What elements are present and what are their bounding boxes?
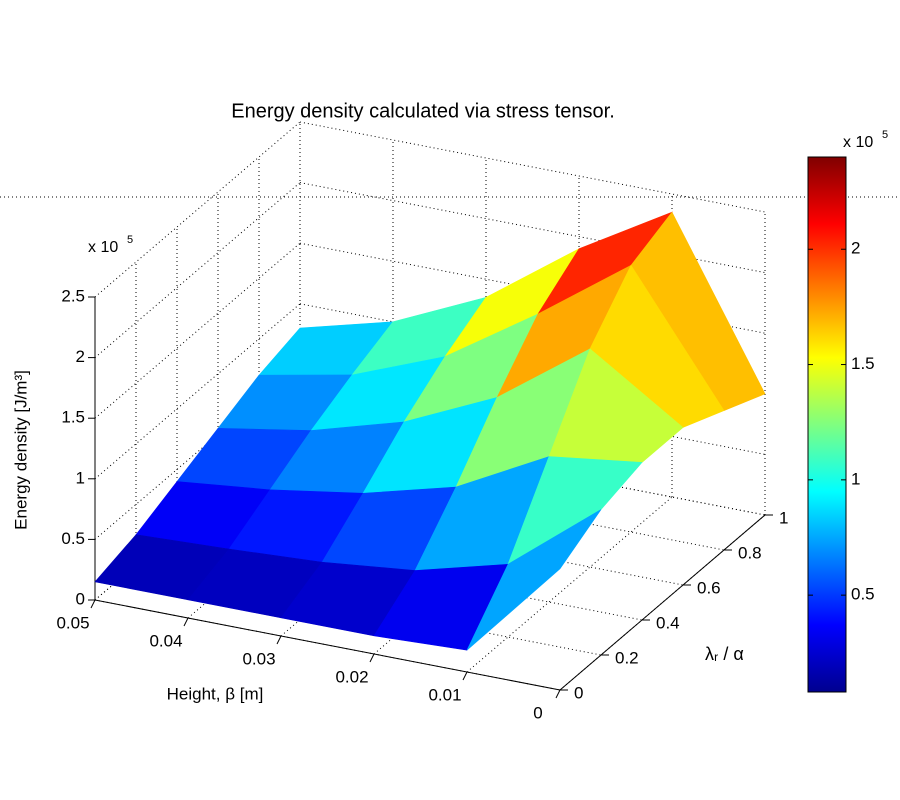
x-tick-label: 0.01 <box>428 685 461 704</box>
colorbar-tick-label: 1.5 <box>851 354 875 373</box>
z-axis-label: Energy density [J/m³] <box>11 370 30 530</box>
colorbar-tick-label: 0.5 <box>851 585 875 604</box>
x-tick <box>90 599 96 609</box>
grid-line <box>94 182 301 358</box>
x-tick <box>369 653 375 663</box>
surface-patch <box>466 509 602 651</box>
x-tick-label: 0.02 <box>335 667 368 686</box>
z-tick-label: 2 <box>76 347 85 366</box>
grid-line <box>299 121 766 213</box>
grid-line <box>94 242 301 419</box>
y-axis-label: λᵣ / α <box>705 644 744 664</box>
z-tick-label: 2.5 <box>61 286 85 305</box>
grid-line <box>466 496 673 673</box>
x-axis-label: Height, β [m] <box>167 684 264 703</box>
x-axis <box>94 599 561 691</box>
x-tick-label: 0.03 <box>242 649 275 668</box>
x-tick-label: 0.04 <box>149 631 182 650</box>
colorbar-tick-label: 1 <box>851 469 860 488</box>
y-tick-label: 1 <box>779 508 788 527</box>
colorbar-exponent: 5 <box>882 129 888 141</box>
chart-title: Energy density calculated via stress ten… <box>231 100 615 122</box>
x-tick <box>276 635 282 645</box>
x-tick <box>183 617 189 627</box>
x-tick-label: 0.05 <box>56 613 89 632</box>
y-tick-label: 0.4 <box>656 613 680 632</box>
y-tick-label: 0 <box>574 683 583 702</box>
z-tick-label: 0.5 <box>61 529 85 548</box>
grid-line <box>94 121 301 298</box>
z-exponent: 5 <box>127 234 133 246</box>
colorbar <box>807 156 847 693</box>
z-tick-label: 0 <box>76 589 85 608</box>
colorbar-tick-label: 2 <box>851 239 860 258</box>
z-tick-label: 1.5 <box>61 408 85 427</box>
x-tick <box>555 689 561 699</box>
y-tick-label: 0.8 <box>738 543 762 562</box>
z-multiplier: x 10 <box>88 239 118 256</box>
grid-line <box>94 303 301 480</box>
z-tick-label: 1 <box>76 468 85 487</box>
y-tick-label: 0.2 <box>615 648 639 667</box>
grid-line <box>299 182 766 274</box>
y-tick-label: 0.6 <box>697 578 721 597</box>
x-tick-label: 0 <box>533 703 542 722</box>
colorbar-multiplier: x 10 <box>843 134 873 151</box>
y-axis <box>559 514 766 691</box>
x-tick <box>462 671 468 681</box>
